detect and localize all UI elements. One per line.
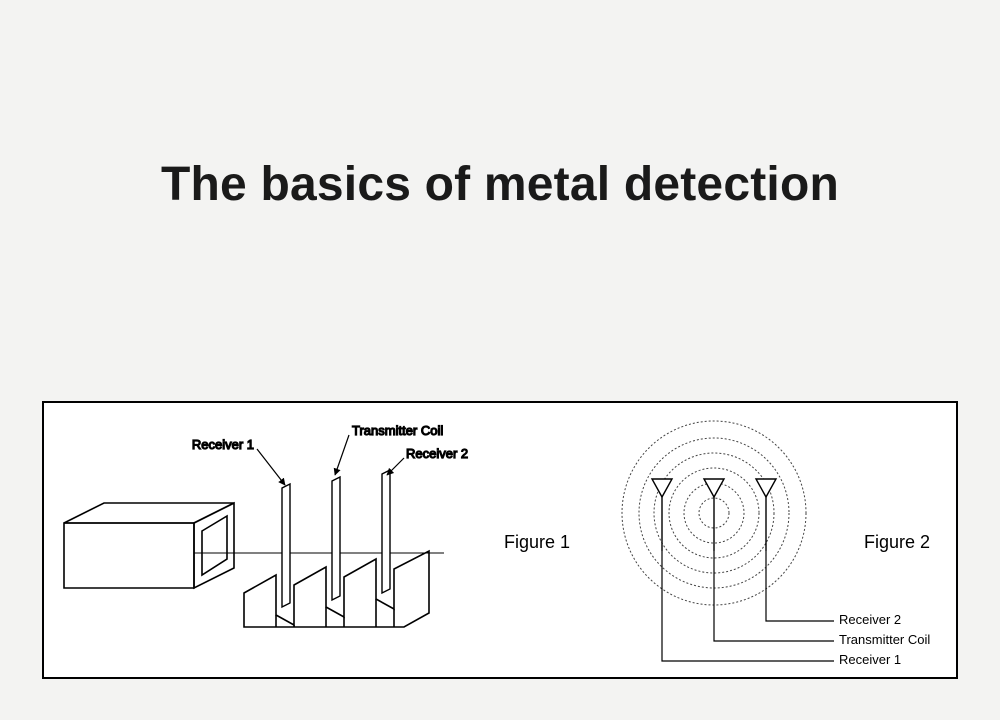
label-receiver2-fig1: Receiver 2	[406, 446, 468, 461]
coil-plates-icon	[282, 470, 390, 607]
label-transmitter-fig1: Transmitter Coil	[352, 423, 443, 438]
diagram-svg: Receiver 1 Transmitter Coil Receiver 2 F…	[44, 403, 956, 677]
label-transmitter-fig2: Transmitter Coil	[839, 632, 930, 647]
label-receiver2-fig2: Receiver 2	[839, 612, 901, 627]
figure-2-group: Receiver 1 Transmitter Coil Receiver 2 F…	[622, 421, 930, 667]
figure1-callouts: Receiver 1 Transmitter Coil Receiver 2	[192, 423, 468, 485]
page-title: The basics of metal detection	[0, 157, 1000, 214]
antennas-icon	[652, 479, 776, 551]
diagram-box: Receiver 1 Transmitter Coil Receiver 2 F…	[42, 401, 958, 679]
rect-tube-icon	[64, 503, 234, 588]
figure1-label: Figure 1	[504, 532, 570, 552]
figure2-label: Figure 2	[864, 532, 930, 552]
label-receiver1-fig2: Receiver 1	[839, 652, 901, 667]
figure2-callouts: Receiver 1 Transmitter Coil Receiver 2	[662, 551, 930, 667]
label-receiver1-fig1: Receiver 1	[192, 437, 254, 452]
page: The basics of metal detection	[0, 0, 1000, 720]
figure-1-group: Receiver 1 Transmitter Coil Receiver 2 F…	[64, 423, 570, 627]
